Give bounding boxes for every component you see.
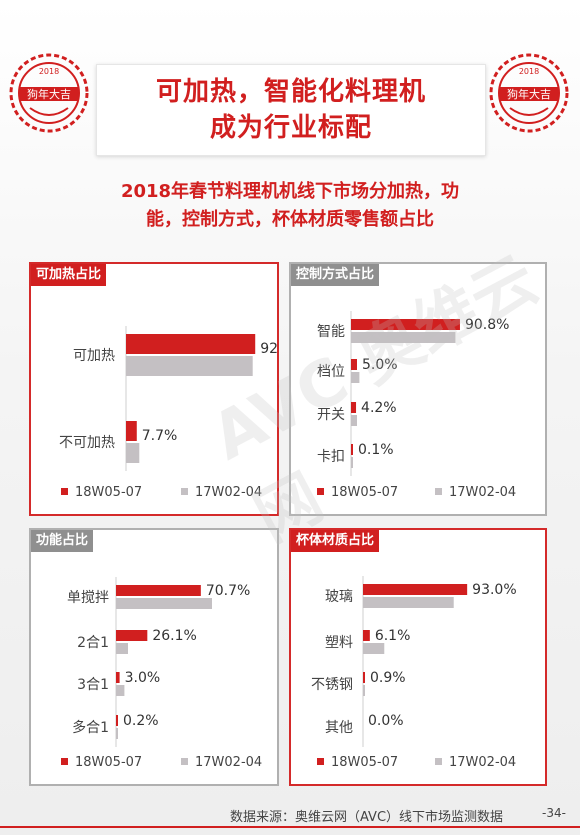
bar-18w05-07 bbox=[351, 444, 353, 455]
bar-18w05-07 bbox=[351, 319, 460, 330]
category-label: 不锈钢 bbox=[311, 677, 353, 693]
category-label: 智能 bbox=[317, 324, 345, 340]
bar-18w05-07 bbox=[351, 359, 357, 370]
bar-17w02-04 bbox=[116, 643, 128, 654]
bar-17w02-04 bbox=[116, 685, 125, 696]
bar-17w02-04 bbox=[116, 598, 212, 609]
emblem-left: 狗年大吉 2018 bbox=[9, 53, 89, 133]
bar-18w05-07 bbox=[116, 715, 118, 726]
data-label: 7.7% bbox=[142, 428, 178, 444]
page-number: -34- bbox=[542, 806, 566, 820]
legend-swatch-18w05-07 bbox=[61, 488, 68, 495]
bar-17w02-04 bbox=[363, 597, 454, 608]
bar-17w02-04 bbox=[363, 685, 365, 696]
data-label: 5.0% bbox=[362, 357, 398, 373]
page-title-line2: 成为行业标配 bbox=[209, 113, 372, 143]
category-label: 玻璃 bbox=[325, 588, 353, 605]
category-label: 可加热 bbox=[73, 348, 115, 364]
panel-title: 功能占比 bbox=[31, 530, 94, 552]
panel-function: 功能占比 单搅拌 70.7% 2合1 26.1% 3合1 3.0% 多合1 0.2% 18W05… bbox=[29, 528, 279, 786]
category-label: 单搅拌 bbox=[67, 590, 109, 606]
data-label: 92.3% bbox=[260, 341, 277, 357]
legend-label-18w05-07: 18W05-07 bbox=[331, 485, 398, 500]
chart-heating: 可加热 92.3% 不可加热 7.7% 18W05-07 17W02-04 bbox=[59, 326, 277, 500]
bar-18w05-07 bbox=[363, 584, 468, 595]
category-label: 多合1 bbox=[72, 719, 109, 736]
legend-label-17w02-04: 17W02-04 bbox=[195, 485, 262, 500]
panel-title: 控制方式占比 bbox=[291, 264, 380, 286]
data-label: 3.0% bbox=[125, 670, 161, 686]
bar-17w02-04 bbox=[126, 443, 140, 463]
category-label: 塑料 bbox=[325, 635, 353, 651]
legend-swatch-17w02-04 bbox=[181, 758, 188, 765]
bar-18w05-07 bbox=[116, 585, 201, 596]
legend-swatch-17w02-04 bbox=[435, 758, 442, 765]
bar-18w05-07 bbox=[363, 630, 370, 641]
data-source: 数据来源：奥维云网（AVC）线下市场监测数据 bbox=[230, 810, 504, 825]
legend-swatch-18w05-07 bbox=[317, 758, 324, 765]
bar-17w02-04 bbox=[351, 372, 360, 383]
legend-label-18w05-07: 18W05-07 bbox=[75, 485, 142, 500]
title-box: 可加热，智能化料理机 成为行业标配 bbox=[96, 64, 486, 156]
bar-17w02-04 bbox=[363, 643, 385, 654]
data-label: 0.0% bbox=[368, 713, 404, 729]
bar-17w02-04 bbox=[351, 332, 456, 343]
panel-control: 控制方式占比 智能 90.8% 档位 5.0% 开关 4.2% 卡扣 0.1% 18W05-07… bbox=[289, 262, 547, 516]
data-label: 6.1% bbox=[375, 628, 411, 644]
bar-18w05-07 bbox=[116, 672, 120, 683]
legend-label-18w05-07: 18W05-07 bbox=[331, 755, 398, 770]
data-label: 0.9% bbox=[370, 670, 406, 686]
subtitle-line2: 能，控制方式，杯体材质零售额占比 bbox=[146, 209, 434, 230]
panel-title: 杯体材质占比 bbox=[291, 530, 380, 552]
legend-label-17w02-04: 17W02-04 bbox=[195, 755, 262, 770]
legend-swatch-18w05-07 bbox=[317, 488, 324, 495]
legend-swatch-18w05-07 bbox=[61, 758, 68, 765]
data-label: 26.1% bbox=[152, 628, 196, 644]
panel-title: 可加热占比 bbox=[31, 264, 107, 286]
page-title-line1: 可加热，智能化料理机 bbox=[155, 77, 426, 107]
emblem-text: 狗年大吉 bbox=[27, 87, 71, 101]
category-label: 档位 bbox=[317, 364, 345, 380]
bar-18w05-07 bbox=[351, 402, 357, 413]
bar-17w02-04 bbox=[351, 457, 353, 468]
legend-swatch-17w02-04 bbox=[181, 488, 188, 495]
chart-material: 玻璃 93.0% 塑料 6.1% 不锈钢 0.9% 其他 0.0% 18W05-07 17W02-… bbox=[311, 576, 517, 770]
emblem-text: 狗年大吉 bbox=[507, 87, 551, 101]
data-label: 0.2% bbox=[123, 713, 159, 729]
bar-18w05-07 bbox=[126, 421, 137, 441]
bottom-rule bbox=[0, 826, 580, 828]
data-label: 90.8% bbox=[465, 317, 509, 333]
emblem-year: 2018 bbox=[519, 67, 539, 76]
data-label: 70.7% bbox=[206, 583, 250, 599]
emblem-right: 狗年大吉 2018 bbox=[489, 53, 569, 133]
bar-17w02-04 bbox=[351, 415, 357, 426]
panel-material: 杯体材质占比 玻璃 93.0% 塑料 6.1% 不锈钢 0.9% 其他 0.0% 18W05-0… bbox=[289, 528, 547, 786]
legend-label-17w02-04: 17W02-04 bbox=[449, 755, 516, 770]
category-label: 其他 bbox=[325, 720, 353, 736]
legend-swatch-17w02-04 bbox=[435, 488, 442, 495]
bar-17w02-04 bbox=[116, 728, 118, 739]
category-label: 3合1 bbox=[77, 677, 109, 693]
bar-18w05-07 bbox=[116, 630, 148, 641]
category-label: 开关 bbox=[317, 407, 345, 423]
category-label: 卡扣 bbox=[317, 449, 345, 465]
category-label: 不可加热 bbox=[59, 435, 115, 451]
data-label: 0.1% bbox=[358, 442, 394, 458]
chart-function: 单搅拌 70.7% 2合1 26.1% 3合1 3.0% 多合1 0.2% 18W05-07 17… bbox=[61, 577, 262, 770]
bar-18w05-07 bbox=[126, 334, 256, 354]
emblem-year: 2018 bbox=[39, 67, 59, 76]
legend-label-17w02-04: 17W02-04 bbox=[449, 485, 516, 500]
chart-control: 智能 90.8% 档位 5.0% 开关 4.2% 卡扣 0.1% 18W05-07 17W02-0… bbox=[317, 311, 516, 500]
legend-label-18w05-07: 18W05-07 bbox=[75, 755, 142, 770]
subtitle-line1: 2018年春节料理机机线下市场分加热，功 bbox=[120, 181, 460, 202]
panel-heating: 可加热占比 可加热 92.3% 不可加热 7.7% 18W05-07 17W02-04 bbox=[29, 262, 279, 516]
data-label: 93.0% bbox=[472, 582, 516, 598]
category-label: 2合1 bbox=[77, 635, 109, 651]
bar-18w05-07 bbox=[363, 672, 365, 683]
bar-17w02-04 bbox=[126, 356, 253, 376]
page-subtitle: 2018年春节料理机机线下市场分加热，功 能，控制方式，杯体材质零售额占比 bbox=[40, 178, 540, 234]
data-label: 4.2% bbox=[361, 400, 397, 416]
